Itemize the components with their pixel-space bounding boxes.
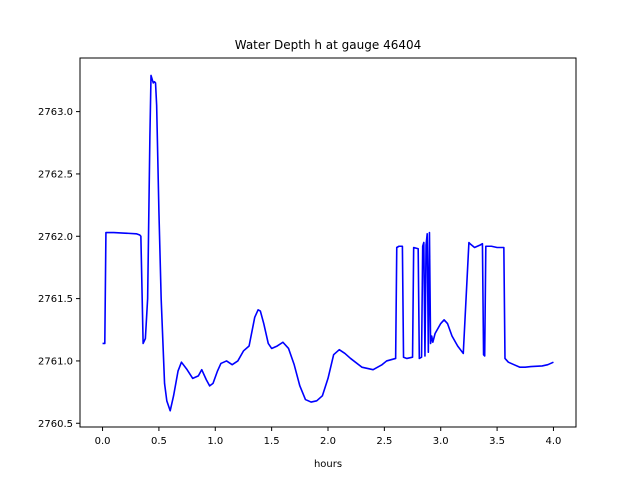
y-tick-label: 2762.5 (38, 169, 73, 180)
series-line-1 (102, 74, 554, 412)
y-tick-label: 2760.5 (38, 419, 73, 430)
x-tick-label: 3.5 (489, 436, 505, 447)
x-tick-label: 4.0 (546, 436, 562, 447)
y-tick-label: 2763.0 (38, 107, 73, 118)
x-tick-label: 1.5 (264, 436, 280, 447)
x-tick-label: 2.0 (320, 436, 336, 447)
x-axis-title: hours (314, 459, 342, 470)
y-tick-label: 2761.0 (38, 356, 73, 367)
chart-title: Water Depth h at gauge 46404 (235, 38, 422, 52)
y-tick-label: 2761.5 (38, 294, 73, 305)
y-axis: 2760.5 2761.0 2761.5 2762.0 2762.5 2763.0 (38, 107, 80, 430)
x-tick-label: 0.0 (95, 436, 111, 447)
x-tick-label: 2.5 (376, 436, 392, 447)
x-tick-label: 1.0 (207, 436, 223, 447)
y-tick-label: 2762.0 (38, 232, 73, 243)
x-tick-label: 0.5 (151, 436, 167, 447)
x-axis: 0.0 0.5 1.0 1.5 2.0 2.5 3.0 3.5 4.0 (95, 427, 562, 447)
x-tick-label: 3.0 (433, 436, 449, 447)
